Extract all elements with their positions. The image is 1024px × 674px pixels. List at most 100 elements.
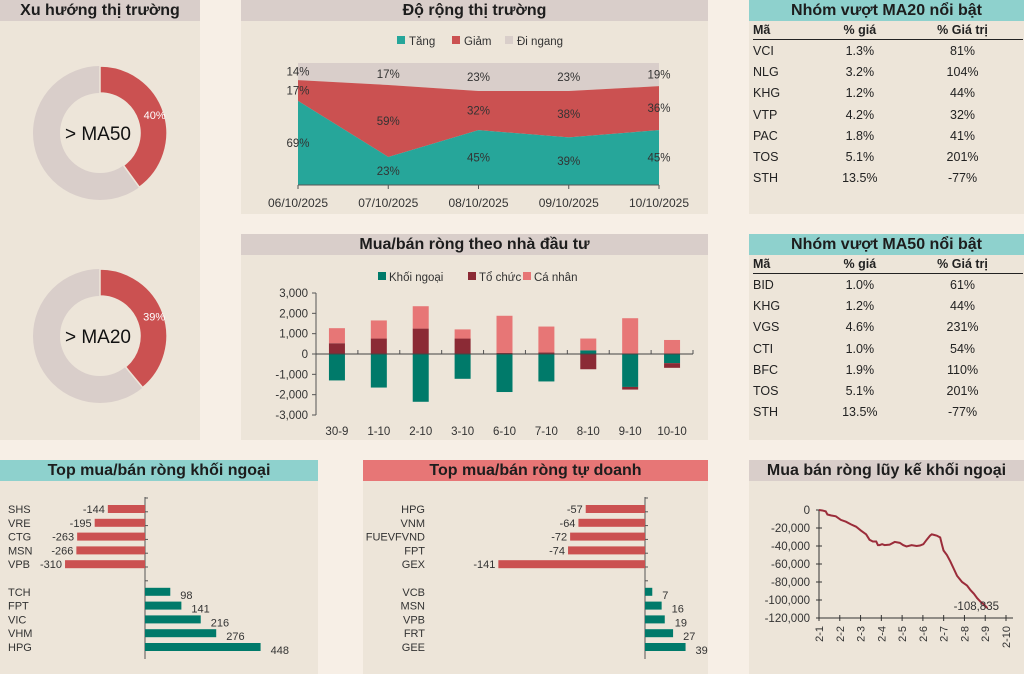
bar	[645, 601, 662, 610]
cell-price: 1.0%	[845, 277, 875, 292]
cell-value: 54%	[950, 341, 976, 356]
donut-center-label: > MA20	[65, 327, 131, 348]
legend-swatch	[397, 36, 405, 44]
data-label: 45%	[647, 153, 670, 165]
x-tick-label: 2-7	[939, 626, 951, 642]
y-tick-label: -120,000	[765, 613, 810, 625]
cell-value: 44%	[950, 298, 976, 313]
col-header-value: % Giá trị	[902, 22, 1023, 40]
category-label: VIC	[8, 614, 26, 626]
x-tick-label: 2-10	[409, 426, 432, 438]
bar-khoi-ngoai	[664, 354, 681, 364]
cell-price: 1.9%	[845, 362, 875, 377]
breadth-panel: Độ rộng thị trường Tăng Giảm Đi ngang 06/10…	[241, 0, 708, 214]
x-tick-label: 07/10/2025	[358, 196, 418, 210]
cell-value: -77%	[947, 405, 978, 420]
y-tick-label: 2,000	[279, 308, 308, 320]
table-row: TOS 5.1% 201%	[753, 380, 1023, 401]
x-tick-label: 2-2	[835, 626, 847, 642]
bar-khoi-ngoai	[496, 354, 513, 393]
table-row: BFC 1.9% 110%	[753, 359, 1023, 380]
cell-value: 81%	[950, 43, 976, 58]
cell-code: STH	[753, 171, 778, 186]
area-di-ngang	[298, 63, 659, 92]
value-label: 16	[672, 604, 684, 616]
ma50-panel: Nhóm vượt MA50 nổi bật Mã % giá % Giá tr…	[749, 234, 1024, 440]
bar	[145, 601, 182, 610]
cumulative-line	[818, 509, 989, 609]
col-header-value: % Giá trị	[902, 256, 1023, 274]
bar	[645, 643, 686, 651]
area-tang	[298, 100, 659, 185]
cell-code: PAC	[753, 128, 778, 143]
table-row: KHG 1.2% 44%	[753, 83, 1023, 104]
investor-panel: Mua/bán ròng theo nhà đầu tư Khối ngoại T…	[241, 234, 708, 440]
bar	[568, 546, 645, 555]
table-row: KHG 1.2% 44%	[753, 295, 1023, 316]
foreign-top-panel: Top mua/bán ròng khối ngoại SHS -144 VRE -1…	[0, 460, 318, 674]
cell-value: 110%	[947, 362, 979, 377]
bar	[65, 560, 145, 569]
value-label: 27	[683, 631, 695, 643]
cell-price: 5.1%	[845, 384, 875, 399]
data-label: 59%	[377, 116, 400, 128]
bar-ca-nhan	[370, 320, 387, 339]
y-tick-label: -100,000	[765, 595, 810, 607]
table-row: NLG 3.2% 104%	[753, 61, 1023, 82]
data-label: 32%	[467, 106, 490, 118]
cell-value: 32%	[950, 107, 976, 122]
end-value-annotation: -108,835	[954, 601, 999, 613]
ma20-title: Nhóm vượt MA20 nổi bật	[749, 0, 1024, 21]
legend-label: Khối ngoại	[389, 272, 443, 284]
prop-top-panel: Top mua/bán ròng tự doanh HPG -57 VNM -64 FU…	[363, 460, 708, 674]
category-label: FRT	[404, 628, 425, 640]
x-tick-label: 3-10	[451, 426, 474, 438]
x-tick-label: 30-9	[325, 426, 348, 438]
legend-swatch	[452, 36, 460, 44]
cumulative-chart: 0 -20,000 -40,000 -60,000 -80,000 -100,000 -12…	[765, 505, 1013, 648]
cell-price: 13.5%	[842, 405, 878, 420]
data-label: 17%	[377, 69, 400, 81]
donut-center-label: > MA50	[65, 124, 131, 145]
foreign-top-title: Top mua/bán ròng khối ngoại	[0, 460, 318, 481]
bar-ca-nhan	[454, 329, 471, 339]
legend-label: Đi ngang	[517, 36, 563, 48]
bar-to-chuc	[328, 343, 345, 354]
cell-value: 41%	[950, 128, 976, 143]
x-tick-label: 09/10/2025	[539, 196, 599, 210]
legend-label: Giảm	[464, 36, 491, 48]
data-label: 23%	[557, 72, 580, 84]
cell-price: 1.2%	[845, 86, 875, 101]
x-tick-label: 2-6	[918, 626, 930, 642]
bar-khoi-ngoai	[580, 350, 597, 354]
cell-value: -77%	[947, 171, 978, 186]
ma20-table: Mã % giá % Giá trị VCI 1.3% 81% NLG 3.2% 104…	[753, 22, 1023, 189]
category-label: GEX	[402, 559, 426, 571]
ma20-panel: Nhóm vượt MA20 nổi bật Mã % giá % Giá tr…	[749, 0, 1024, 214]
bar-khoi-ngoai	[622, 354, 639, 387]
bar-to-chuc	[454, 338, 471, 354]
donut-value-label: 39%	[143, 312, 165, 324]
category-label: VNM	[401, 518, 425, 530]
bar-ca-nhan	[538, 326, 555, 353]
category-label: GEE	[402, 642, 425, 654]
bar	[570, 532, 645, 541]
value-label: 39	[696, 645, 708, 657]
data-label: 23%	[377, 166, 400, 178]
y-tick-label: 3,000	[279, 288, 308, 300]
table-row: STH 13.5% -77%	[753, 168, 1023, 189]
value-label: -195	[70, 518, 92, 530]
category-label: VHM	[8, 628, 32, 640]
area-giam	[298, 80, 659, 157]
y-tick-label: -1,000	[275, 369, 308, 381]
col-header-code: Mã	[753, 22, 818, 40]
value-label: 141	[191, 604, 209, 616]
y-tick-label: -80,000	[771, 577, 810, 589]
ma50-table: Mã % giá % Giá trị BID 1.0% 61% KHG 1.2% 44%…	[753, 256, 1023, 423]
cell-price: 1.3%	[845, 43, 875, 58]
x-tick-label: 7-10	[535, 426, 558, 438]
value-label: -266	[51, 545, 73, 557]
bar-to-chuc	[580, 354, 597, 370]
cell-code: TOS	[753, 384, 779, 399]
legend-swatch	[378, 272, 386, 280]
